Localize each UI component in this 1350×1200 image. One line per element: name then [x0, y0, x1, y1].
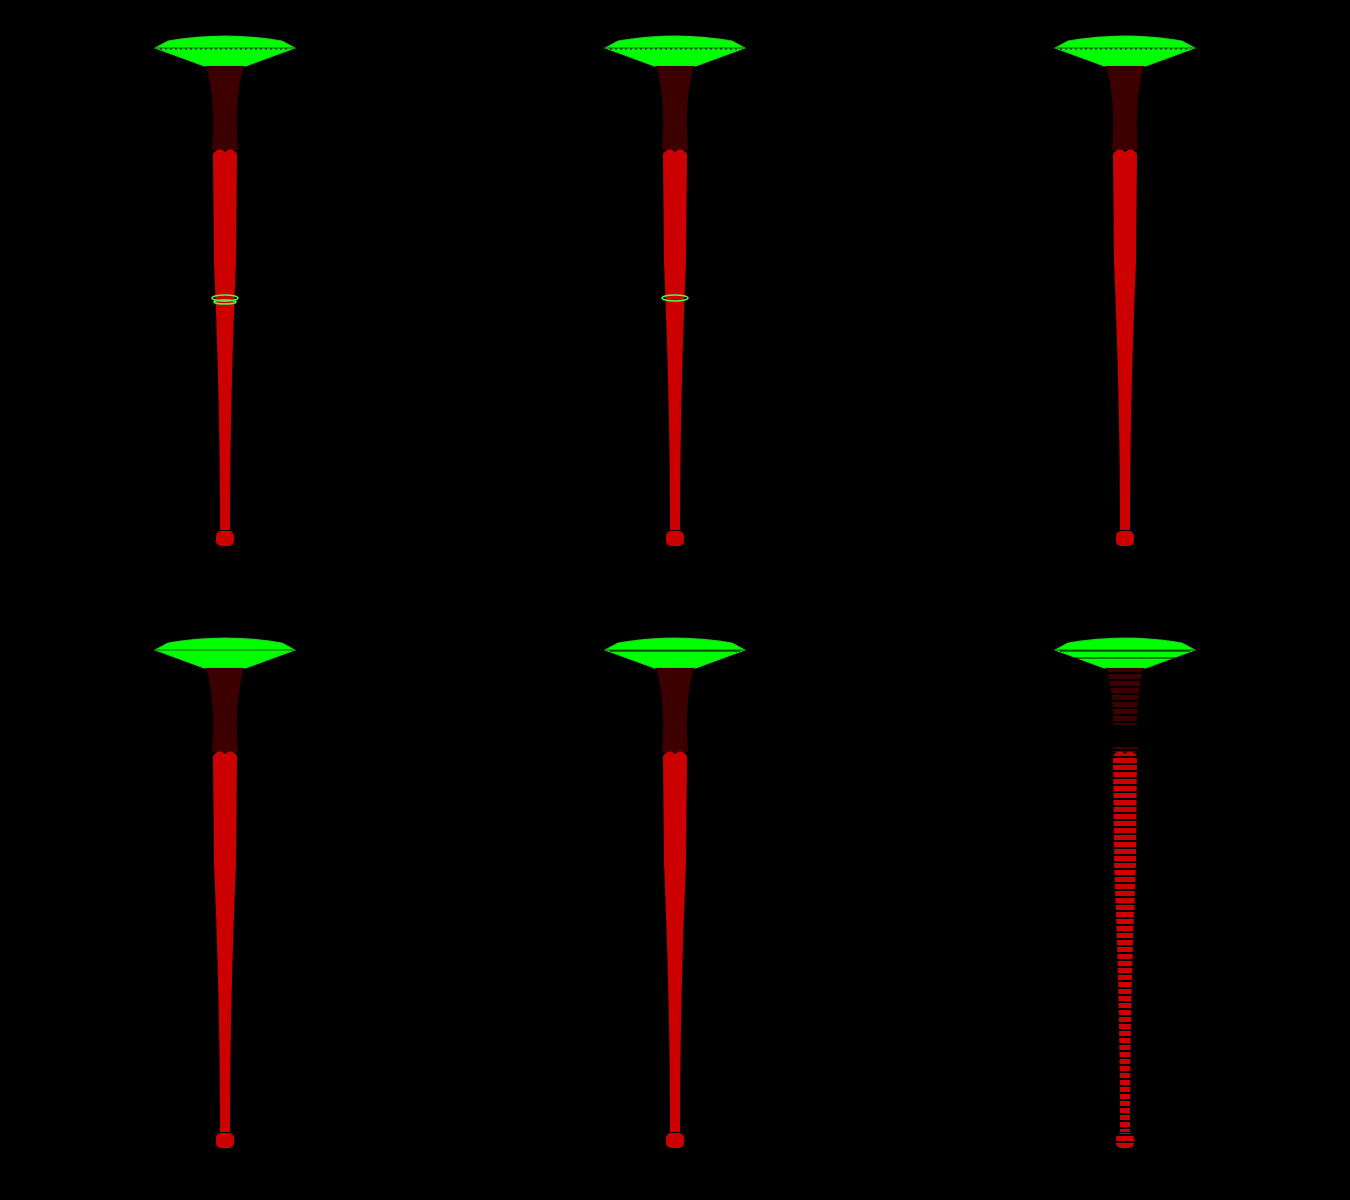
shade-artifacts: [160, 48, 1190, 659]
stem-artifacts: [1100, 668, 1150, 1148]
ring: [211, 294, 689, 305]
lamp: [604, 35, 746, 547]
lamp: [1054, 35, 1196, 547]
lamp: [154, 35, 296, 547]
lamp: [604, 637, 746, 1149]
lamp: [154, 637, 296, 1149]
stem-gap: [1112, 725, 1138, 747]
